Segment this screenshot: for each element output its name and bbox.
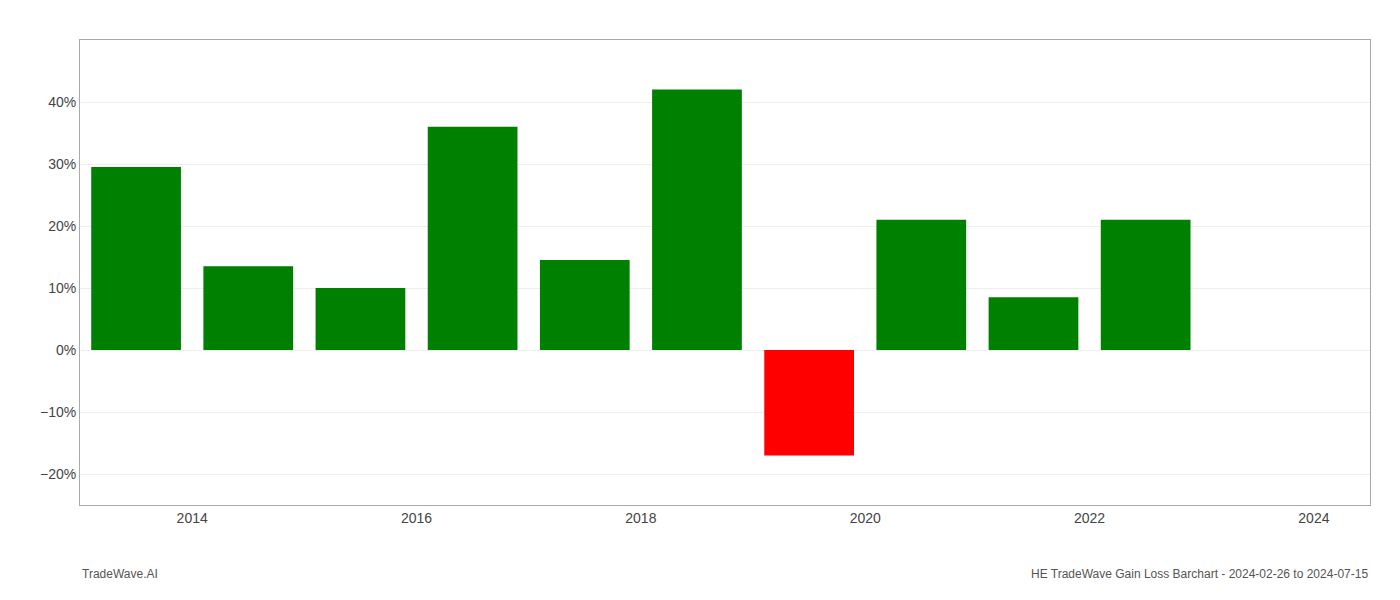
svg-text:2022: 2022 [1074,510,1105,526]
svg-text:TradeWave.AI: TradeWave.AI [82,567,158,581]
svg-text:10%: 10% [48,280,76,296]
svg-text:−10%: −10% [40,404,76,420]
svg-text:HE TradeWave Gain Loss Barchar: HE TradeWave Gain Loss Barchart - 2024-0… [1031,567,1368,581]
svg-text:2018: 2018 [625,510,656,526]
svg-text:20%: 20% [48,218,76,234]
svg-text:2020: 2020 [850,510,881,526]
svg-text:2016: 2016 [401,510,432,526]
svg-text:30%: 30% [48,156,76,172]
svg-text:0%: 0% [56,342,76,358]
svg-text:2024: 2024 [1298,510,1329,526]
svg-text:−20%: −20% [40,466,76,482]
svg-text:2014: 2014 [177,510,208,526]
svg-text:40%: 40% [48,94,76,110]
